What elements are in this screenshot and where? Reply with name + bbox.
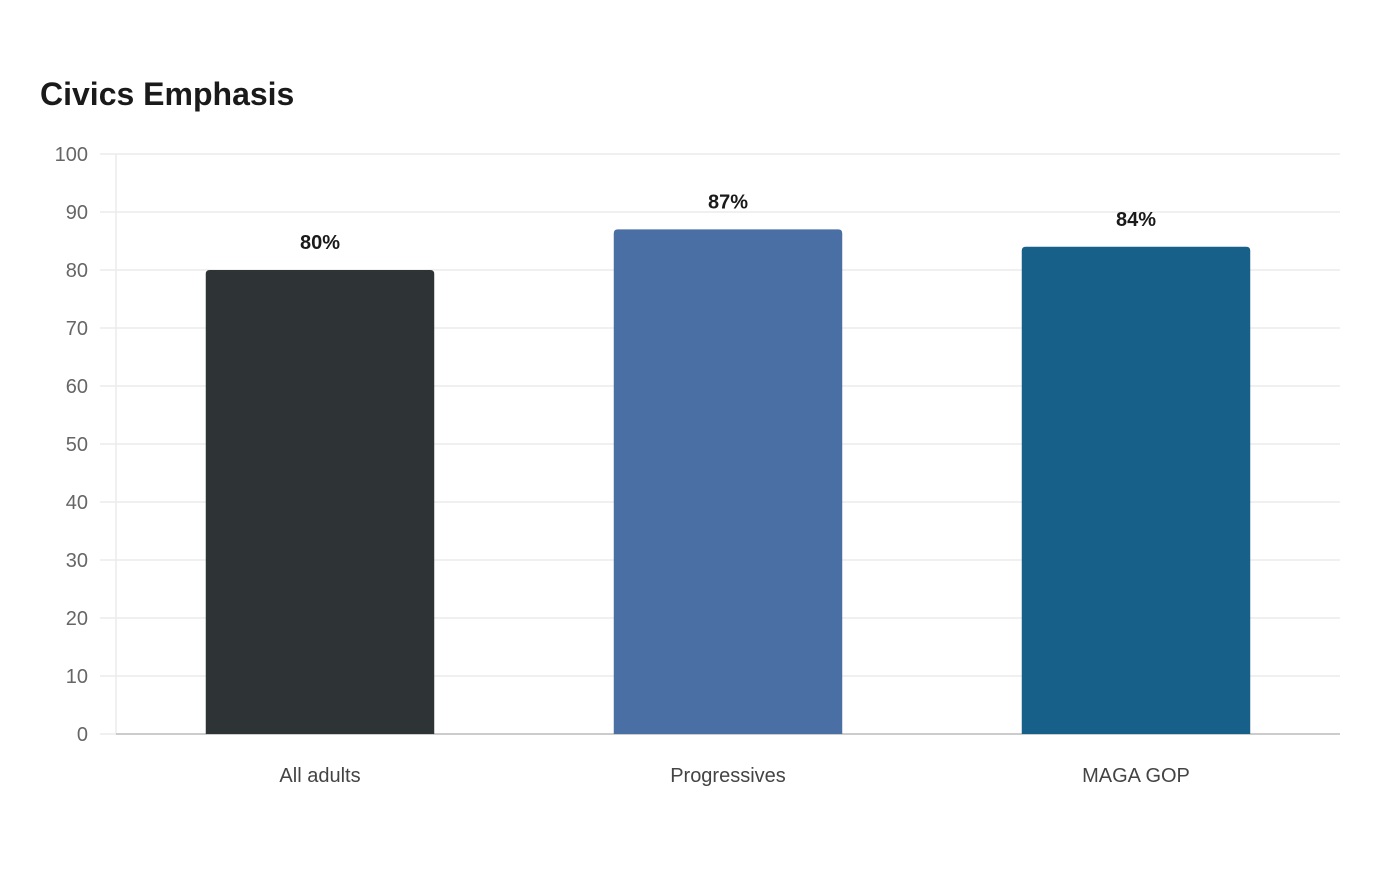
category-labels: All adults Progressives MAGA GOP: [279, 765, 1189, 787]
bar-all-adults: [205, 270, 435, 734]
bar-maga-gop: [1021, 246, 1251, 735]
bars: [205, 229, 1251, 735]
x-tick-label: All adults: [279, 765, 360, 787]
x-tick-label: MAGA GOP: [1082, 765, 1190, 787]
y-tick-label: 70: [66, 318, 88, 340]
value-labels: 80% 87% 84%: [300, 191, 1156, 254]
y-tick-labels: 0 10 20 30 40 50 60 70 80 90 100: [55, 144, 88, 746]
y-tick-label: 50: [66, 434, 88, 456]
y-tick-label: 10: [66, 666, 88, 688]
y-tick-label: 0: [77, 724, 88, 746]
y-tick-label: 40: [66, 492, 88, 514]
y-tick-label: 80: [66, 260, 88, 282]
y-tick-label: 30: [66, 550, 88, 572]
y-tick-label: 20: [66, 608, 88, 630]
bar-progressives: [613, 229, 843, 734]
data-label: 80%: [300, 232, 340, 254]
y-tick-label: 90: [66, 202, 88, 224]
data-label: 87%: [708, 191, 748, 213]
chart-title: Civics Emphasis: [40, 76, 295, 112]
y-tick-label: 60: [66, 376, 88, 398]
data-label: 84%: [1116, 209, 1156, 231]
y-tick-label: 100: [55, 144, 88, 166]
x-tick-label: Progressives: [670, 765, 786, 787]
